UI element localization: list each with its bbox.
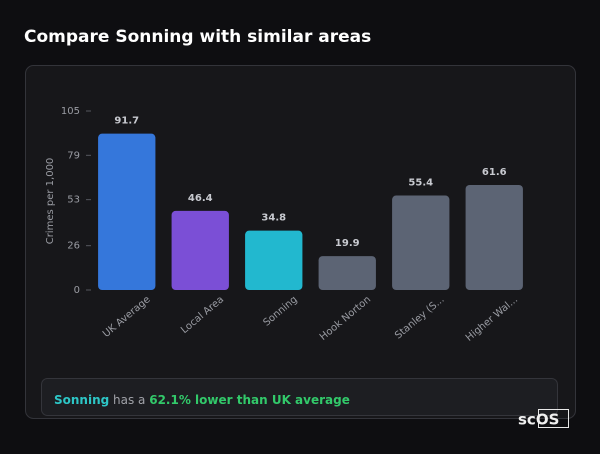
bar bbox=[465, 184, 523, 290]
bar bbox=[98, 133, 156, 290]
value-label: 91.7 bbox=[114, 116, 139, 127]
value-label: 46.4 bbox=[188, 193, 213, 204]
summary-box bbox=[41, 378, 558, 416]
y-axis-label: Crimes per 1,000 bbox=[45, 158, 56, 245]
bar bbox=[171, 210, 229, 290]
y-tick-label: 105 bbox=[61, 106, 80, 117]
summary-area: Sonning bbox=[54, 393, 109, 407]
value-label: 61.6 bbox=[482, 167, 507, 178]
summary: Sonning has a 62.1% lower than UK averag… bbox=[54, 393, 350, 407]
logo-box bbox=[538, 409, 569, 428]
logo: scOS bbox=[518, 411, 559, 429]
value-label: 55.4 bbox=[408, 178, 433, 189]
y-tick-label: 26 bbox=[67, 241, 80, 252]
y-tick-label: 0 bbox=[74, 285, 80, 296]
bar bbox=[318, 256, 376, 290]
summary-text: has a bbox=[109, 393, 149, 407]
value-label: 34.8 bbox=[261, 213, 286, 224]
y-tick-label: 53 bbox=[67, 195, 80, 206]
bar bbox=[392, 195, 450, 290]
bar bbox=[245, 230, 303, 290]
y-tick-label: 79 bbox=[67, 150, 80, 161]
summary-highlight: 62.1% lower than UK average bbox=[149, 393, 350, 407]
value-label: 19.9 bbox=[335, 238, 360, 249]
heading: Compare Sonning with similar areas bbox=[24, 27, 371, 47]
